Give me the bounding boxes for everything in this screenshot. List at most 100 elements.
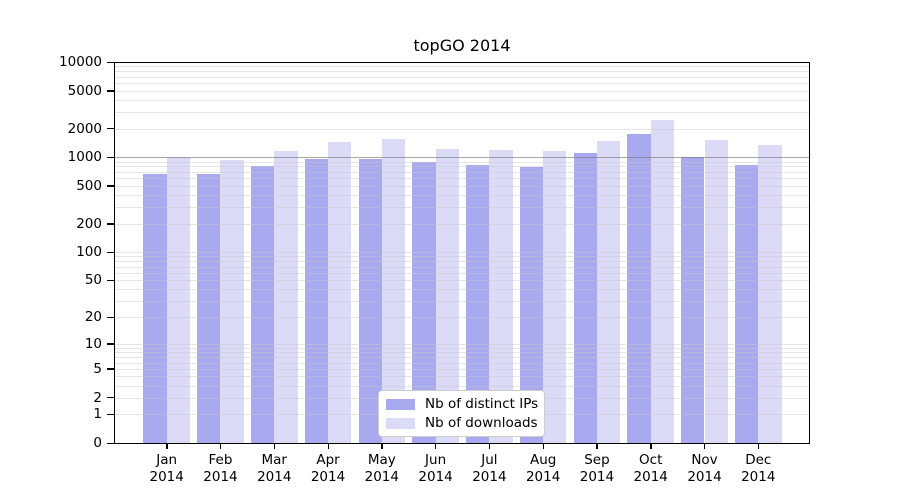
gridline-900 [114, 161, 810, 163]
bar-downloads-sep [596, 140, 621, 443]
bar-distinct-ips-jan [143, 174, 167, 443]
y-tick-5 [107, 368, 114, 370]
bar-downloads-oct [650, 120, 675, 443]
x-tick-label-aug: Aug 2014 [525, 452, 561, 485]
bar-distinct-ips-jun [412, 162, 436, 443]
gridline-2000 [114, 128, 810, 130]
bar-downloads-jan [166, 157, 190, 443]
gridline-800 [114, 166, 810, 168]
gridline-600 [114, 178, 810, 180]
x-tick-label-apr: Apr 2014 [310, 452, 346, 485]
y-tick-label-0: 0 [93, 435, 102, 451]
y-tick-label-10: 10 [84, 335, 102, 352]
gridline-7000 [114, 76, 810, 78]
chart-title: topGO 2014 [413, 36, 511, 55]
gridline-8 [114, 352, 810, 354]
x-tick-feb [219, 443, 222, 449]
gridline-700 [114, 171, 810, 173]
gridline-7 [114, 356, 810, 358]
gridline-9 [114, 347, 810, 349]
legend: Nb of distinct IPs Nb of downloads [378, 390, 545, 437]
gridline-5000 [114, 90, 810, 92]
bar-downloads-nov [704, 139, 728, 443]
x-tick-sep [596, 443, 598, 449]
y-tick-10000 [107, 61, 114, 63]
bar-distinct-ips-feb [197, 174, 221, 443]
x-tick-label-sep: Sep 2014 [579, 452, 615, 485]
x-tick-jun [435, 443, 437, 449]
legend-label-downloads: Nb of downloads [425, 415, 538, 431]
gridline-300 [114, 206, 810, 208]
gridline-9000 [114, 66, 810, 68]
y-tick-0 [107, 442, 114, 444]
y-tick-1 [107, 413, 114, 416]
y-tick-label-5000: 5000 [67, 82, 102, 99]
gridline-90 [114, 256, 810, 258]
bar-distinct-ips-jul [466, 165, 490, 443]
y-tick-label-1: 1 [93, 406, 102, 423]
gridline-50 [114, 280, 810, 282]
bar-distinct-ips-apr [304, 159, 329, 443]
gridline-20 [114, 317, 810, 319]
x-tick-label-jun: Jun 2014 [418, 452, 453, 485]
x-tick-label-jan: Jan 2014 [149, 452, 184, 485]
y-tick-100 [107, 251, 114, 253]
x-tick-label-may: May 2014 [364, 452, 399, 485]
x-tick-label-oct: Oct 2014 [633, 452, 668, 485]
gridline-3 [114, 385, 810, 387]
gridline-10 [114, 343, 810, 345]
y-tick-label-10000: 10000 [59, 54, 102, 70]
gridline-4000 [114, 99, 810, 101]
y-tick-label-1000: 1000 [67, 149, 102, 166]
y-tick-2000 [107, 128, 114, 130]
bar-distinct-ips-may [358, 159, 382, 443]
bar-downloads-aug [543, 150, 567, 443]
y-tick-label-100: 100 [76, 244, 102, 261]
legend-swatch-distinct-ips [386, 398, 415, 410]
bar-distinct-ips-dec [734, 165, 759, 443]
x-tick-label-dec: Dec 2014 [741, 452, 776, 485]
bar-downloads-mar [274, 150, 298, 443]
bar-downloads-jul [489, 149, 513, 443]
y-tick-label-20: 20 [84, 309, 102, 326]
gridline-500 [114, 185, 810, 187]
x-tick-jan [166, 443, 168, 449]
legend-entry-distinct-ips: Nb of distinct IPs [386, 396, 539, 412]
bar-distinct-ips-nov [681, 156, 705, 443]
y-tick-label-500: 500 [76, 177, 102, 194]
y-tick-label-2000: 2000 [67, 120, 102, 137]
bar-downloads-dec [758, 145, 782, 443]
y-tick-20 [107, 316, 114, 318]
y-tick-5000 [107, 90, 114, 92]
gridline-6000 [114, 83, 810, 85]
bar-downloads-feb [220, 160, 244, 443]
bar-distinct-ips-oct [627, 133, 651, 443]
y-tick-label-200: 200 [76, 215, 102, 232]
y-tick-500 [107, 185, 114, 187]
x-tick-nov [704, 443, 706, 449]
bar-distinct-ips-mar [250, 165, 275, 443]
x-tick-label-feb: Feb 2014 [203, 452, 238, 485]
y-tick-label-50: 50 [84, 272, 102, 289]
bar-downloads-jun [435, 149, 459, 443]
x-tick-apr [327, 443, 329, 449]
bar-distinct-ips-aug [519, 166, 544, 443]
y-tick-label-5: 5 [93, 360, 102, 377]
bar-downloads-may [381, 138, 406, 443]
y-tick-10 [107, 343, 114, 345]
legend-label-distinct-ips: Nb of distinct IPs [425, 396, 539, 412]
x-tick-aug [542, 443, 545, 449]
gridline-4 [114, 376, 810, 378]
gridline-5 [114, 368, 810, 370]
y-tick-200 [107, 223, 114, 225]
bar-distinct-ips-sep [573, 153, 597, 443]
x-tick-label-nov: Nov 2014 [687, 452, 722, 485]
bar-downloads-apr [328, 142, 352, 443]
y-tick-label-2: 2 [93, 389, 102, 406]
gridline-80 [114, 261, 810, 263]
gridline-8000 [114, 71, 810, 73]
gridline-400 [114, 195, 810, 197]
gridline-1000 [114, 157, 810, 159]
legend-entry-downloads: Nb of downloads [386, 415, 538, 431]
